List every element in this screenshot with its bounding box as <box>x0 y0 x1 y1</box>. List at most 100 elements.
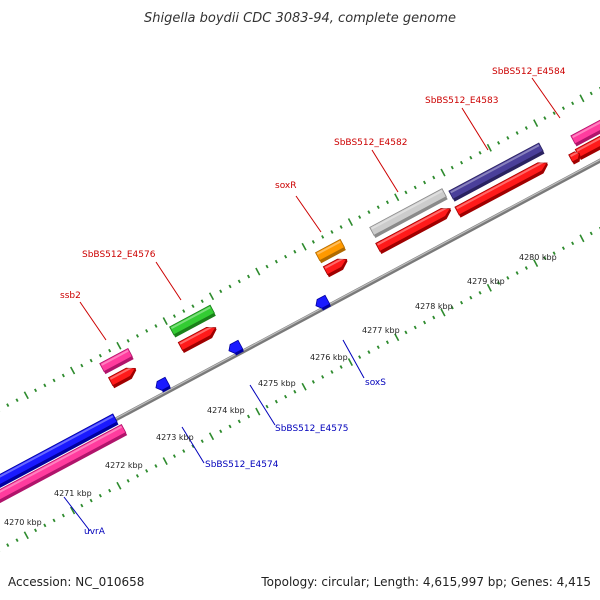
scale-label-4280: 4280 kbp <box>519 253 557 262</box>
tick-mark <box>228 284 232 289</box>
gene-label-SbBS512_E4576: SbBS512_E4576 <box>82 250 156 260</box>
tick-mark <box>552 111 556 116</box>
tick-mark <box>486 283 492 292</box>
tick-mark <box>440 308 446 317</box>
gene-features <box>0 111 600 519</box>
scale-label-4278: 4278 kbp <box>415 302 453 311</box>
tick-mark <box>80 363 84 368</box>
genome-summary-text: Topology: circular; Length: 4,615,997 bp… <box>260 575 591 589</box>
tick-mark <box>497 281 501 285</box>
tick-mark <box>358 215 362 219</box>
tick-mark <box>43 523 47 528</box>
tick-mark <box>135 474 139 478</box>
gene-label-SbBS512_E4582: SbBS512_E4582 <box>334 138 407 148</box>
gene-label-uvrA: uvrA <box>84 527 106 537</box>
feature-SbBS512_E4574 <box>155 376 171 393</box>
tick-mark <box>376 345 380 350</box>
tick-mark <box>162 457 168 465</box>
tick-mark <box>191 304 195 309</box>
tick-mark <box>116 481 122 490</box>
tick-mark <box>432 315 436 320</box>
leader-ssb2 <box>79 301 107 341</box>
leader-soxR <box>295 195 322 233</box>
tick-mark <box>561 246 565 251</box>
tick-mark <box>172 314 176 318</box>
tick-mark <box>208 292 215 301</box>
tick-mark <box>367 210 371 215</box>
feature-small-red <box>568 151 581 165</box>
tick-mark <box>15 538 19 543</box>
tick-mark <box>460 160 464 165</box>
tick-mark <box>515 131 519 135</box>
tick-mark <box>219 429 223 434</box>
scale-label-4271: 4271 kbp <box>54 489 92 498</box>
feature-SbBS512_E4582-cds <box>375 206 452 254</box>
tick-mark <box>274 399 278 404</box>
tick-mark <box>478 290 482 295</box>
feature-soxR <box>314 238 346 264</box>
feature-SbBS512_E4582 <box>369 188 448 238</box>
tick-mark <box>385 340 389 345</box>
tick-mark <box>200 439 204 444</box>
tick-mark <box>423 180 427 185</box>
leader-SbBS512_E4584 <box>531 77 561 119</box>
leader-soxS <box>342 339 365 379</box>
tick-mark <box>108 488 112 493</box>
tick-mark <box>311 379 315 384</box>
tick-mark <box>145 469 149 473</box>
tick-mark <box>339 225 343 229</box>
tick-mark <box>172 454 176 458</box>
tick-mark <box>301 382 307 391</box>
feature-uvrA-reverse <box>0 424 128 519</box>
leader-SbBS512_E4576 <box>155 261 182 301</box>
gene-labels-bottom: uvrA SbBS512_E4574 SbBS512_E4575 soxS <box>84 378 386 537</box>
tick-mark <box>255 267 261 276</box>
feature-SbBS512_E4583-cds <box>454 160 548 218</box>
tick-mark <box>228 424 232 429</box>
tick-mark <box>23 531 29 540</box>
scale-label-4274: 4274 kbp <box>207 406 245 415</box>
tick-mark <box>339 365 343 369</box>
tick-mark <box>579 94 585 103</box>
tick-mark <box>385 200 389 205</box>
tick-mark <box>321 375 325 379</box>
tick-mark <box>376 205 380 210</box>
scale-label-4272: 4272 kbp <box>105 461 143 470</box>
gene-label-soxS: soxS <box>365 378 386 388</box>
feature-SbBS512_E4583 <box>448 142 545 202</box>
tick-mark <box>561 106 565 111</box>
tick-mark <box>347 218 354 226</box>
tick-mark <box>413 325 417 330</box>
tick-mark <box>191 444 195 449</box>
tick-mark <box>255 407 261 416</box>
tick-mark <box>515 271 519 275</box>
tick-mark <box>200 299 204 304</box>
tick-mark <box>450 165 454 170</box>
tick-mark <box>89 358 93 363</box>
tick-mark <box>154 464 158 468</box>
scale-label-4279: 4279 kbp <box>467 277 505 286</box>
feature-SbBS512_E4575 <box>228 339 244 356</box>
tick-rails <box>0 86 600 552</box>
feature-SbBS512_E4576-cds <box>177 324 217 354</box>
tick-mark <box>52 378 56 383</box>
tick-mark <box>247 274 251 279</box>
tick-mark <box>69 506 76 515</box>
feature-ssb2-cds <box>107 365 137 389</box>
feature-ssb2 <box>99 347 134 375</box>
tick-mark <box>98 493 102 498</box>
tick-mark <box>460 300 464 305</box>
tick-mark <box>330 230 334 234</box>
tick-mark <box>6 403 10 408</box>
tick-mark <box>450 305 454 310</box>
tick-mark <box>311 239 315 244</box>
tick-mark <box>358 355 362 359</box>
tick-mark <box>80 503 84 508</box>
scale-label-4275: 4275 kbp <box>258 379 296 388</box>
tick-mark <box>237 279 241 284</box>
tick-mark <box>589 91 593 96</box>
tick-mark <box>533 259 539 267</box>
tick-mark <box>506 136 510 140</box>
tick-mark <box>506 276 510 280</box>
tick-mark <box>543 116 547 120</box>
